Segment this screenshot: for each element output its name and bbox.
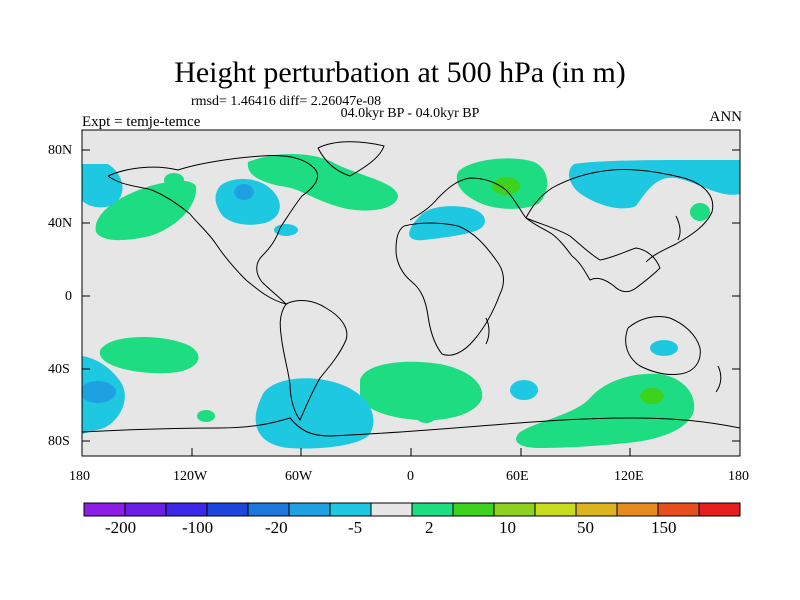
- positive-north-pacific: [95, 180, 197, 241]
- coastlines: [82, 141, 740, 437]
- positive-strong-indian: [640, 388, 664, 404]
- colorbar-label-50: 50: [577, 518, 594, 537]
- negative-north-pacific-east: [569, 160, 740, 209]
- negative-australia-small: [650, 340, 678, 356]
- positive-south-atlantic: [360, 361, 483, 421]
- lat-label-80s: 80S: [48, 434, 70, 449]
- positive-south-pacific: [99, 337, 199, 374]
- negative-south-indian-small: [510, 380, 538, 400]
- positive-anomaly-regions: [95, 154, 710, 448]
- negative-small-america: [274, 224, 298, 236]
- lon-label-120w: 120W: [173, 469, 208, 484]
- colorbar-label-minus5: -5: [348, 518, 363, 537]
- colorbar-label-150: 150: [651, 518, 677, 537]
- positive-small-southern: [197, 410, 215, 422]
- coast-europe: [409, 177, 527, 221]
- coast-africa: [395, 222, 504, 356]
- lon-label-120e: 120E: [614, 469, 644, 484]
- coast-greenland: [317, 141, 385, 177]
- negative-mediterranean: [409, 206, 485, 241]
- colorbar-label-2: 2: [425, 518, 434, 537]
- negative-drake-passage: [255, 378, 374, 449]
- season-label: ANN: [709, 109, 743, 125]
- positive-small-atlantic: [417, 413, 435, 423]
- negative-strong-regions: [82, 184, 254, 403]
- coast-madagascar: [485, 317, 490, 345]
- period-subtitle: 04.0kyr BP - 04.0kyr BP: [340, 106, 480, 121]
- colorbar-label-minus200: -200: [105, 518, 137, 537]
- lat-label-40n: 40N: [48, 216, 73, 231]
- positive-pacific-small: [164, 173, 184, 187]
- negative-strong-south-pacific: [82, 381, 116, 403]
- colorbar-label-minus100: -100: [182, 518, 214, 537]
- positive-strong-regions: [492, 177, 664, 404]
- coast-antarctica: [82, 417, 740, 437]
- coast-north-asia: [525, 169, 714, 263]
- negative-strong-north: [234, 184, 254, 200]
- stats-subtitle: rmsd= 1.46416 diff= 2.26047e-08: [191, 94, 382, 109]
- coast-japan: [675, 215, 681, 241]
- colorbar-label-10: 10: [499, 518, 516, 537]
- experiment-label: Expt = temje-temce: [82, 114, 201, 130]
- coast-australia: [625, 315, 701, 375]
- axis-ticks: [81, 149, 741, 456]
- plot-title: Height perturbation at 500 hPa (in m): [174, 56, 626, 89]
- positive-north-atlantic: [247, 154, 398, 211]
- positive-east-asia-small: [690, 203, 710, 221]
- lat-label-0: 0: [65, 289, 72, 304]
- lon-label-0: 0: [407, 469, 414, 484]
- positive-strong-eurasia: [492, 177, 520, 195]
- anomaly-contours: [82, 141, 740, 449]
- negative-bering: [82, 164, 123, 208]
- lon-label-180-right: 180: [728, 469, 749, 484]
- coast-new-zealand: [715, 365, 722, 393]
- coast-north-america: [107, 155, 318, 305]
- negative-north-america: [215, 178, 280, 225]
- lon-label-180-left: 180: [69, 469, 90, 484]
- coast-south-america: [279, 300, 348, 421]
- lat-label-40s: 40S: [48, 362, 70, 377]
- lon-label-60w: 60W: [285, 469, 313, 484]
- coast-asia: [525, 217, 661, 293]
- lat-label-80n: 80N: [48, 143, 73, 158]
- lon-label-60e: 60E: [506, 469, 529, 484]
- colorbar-label-minus20: -20: [265, 518, 288, 537]
